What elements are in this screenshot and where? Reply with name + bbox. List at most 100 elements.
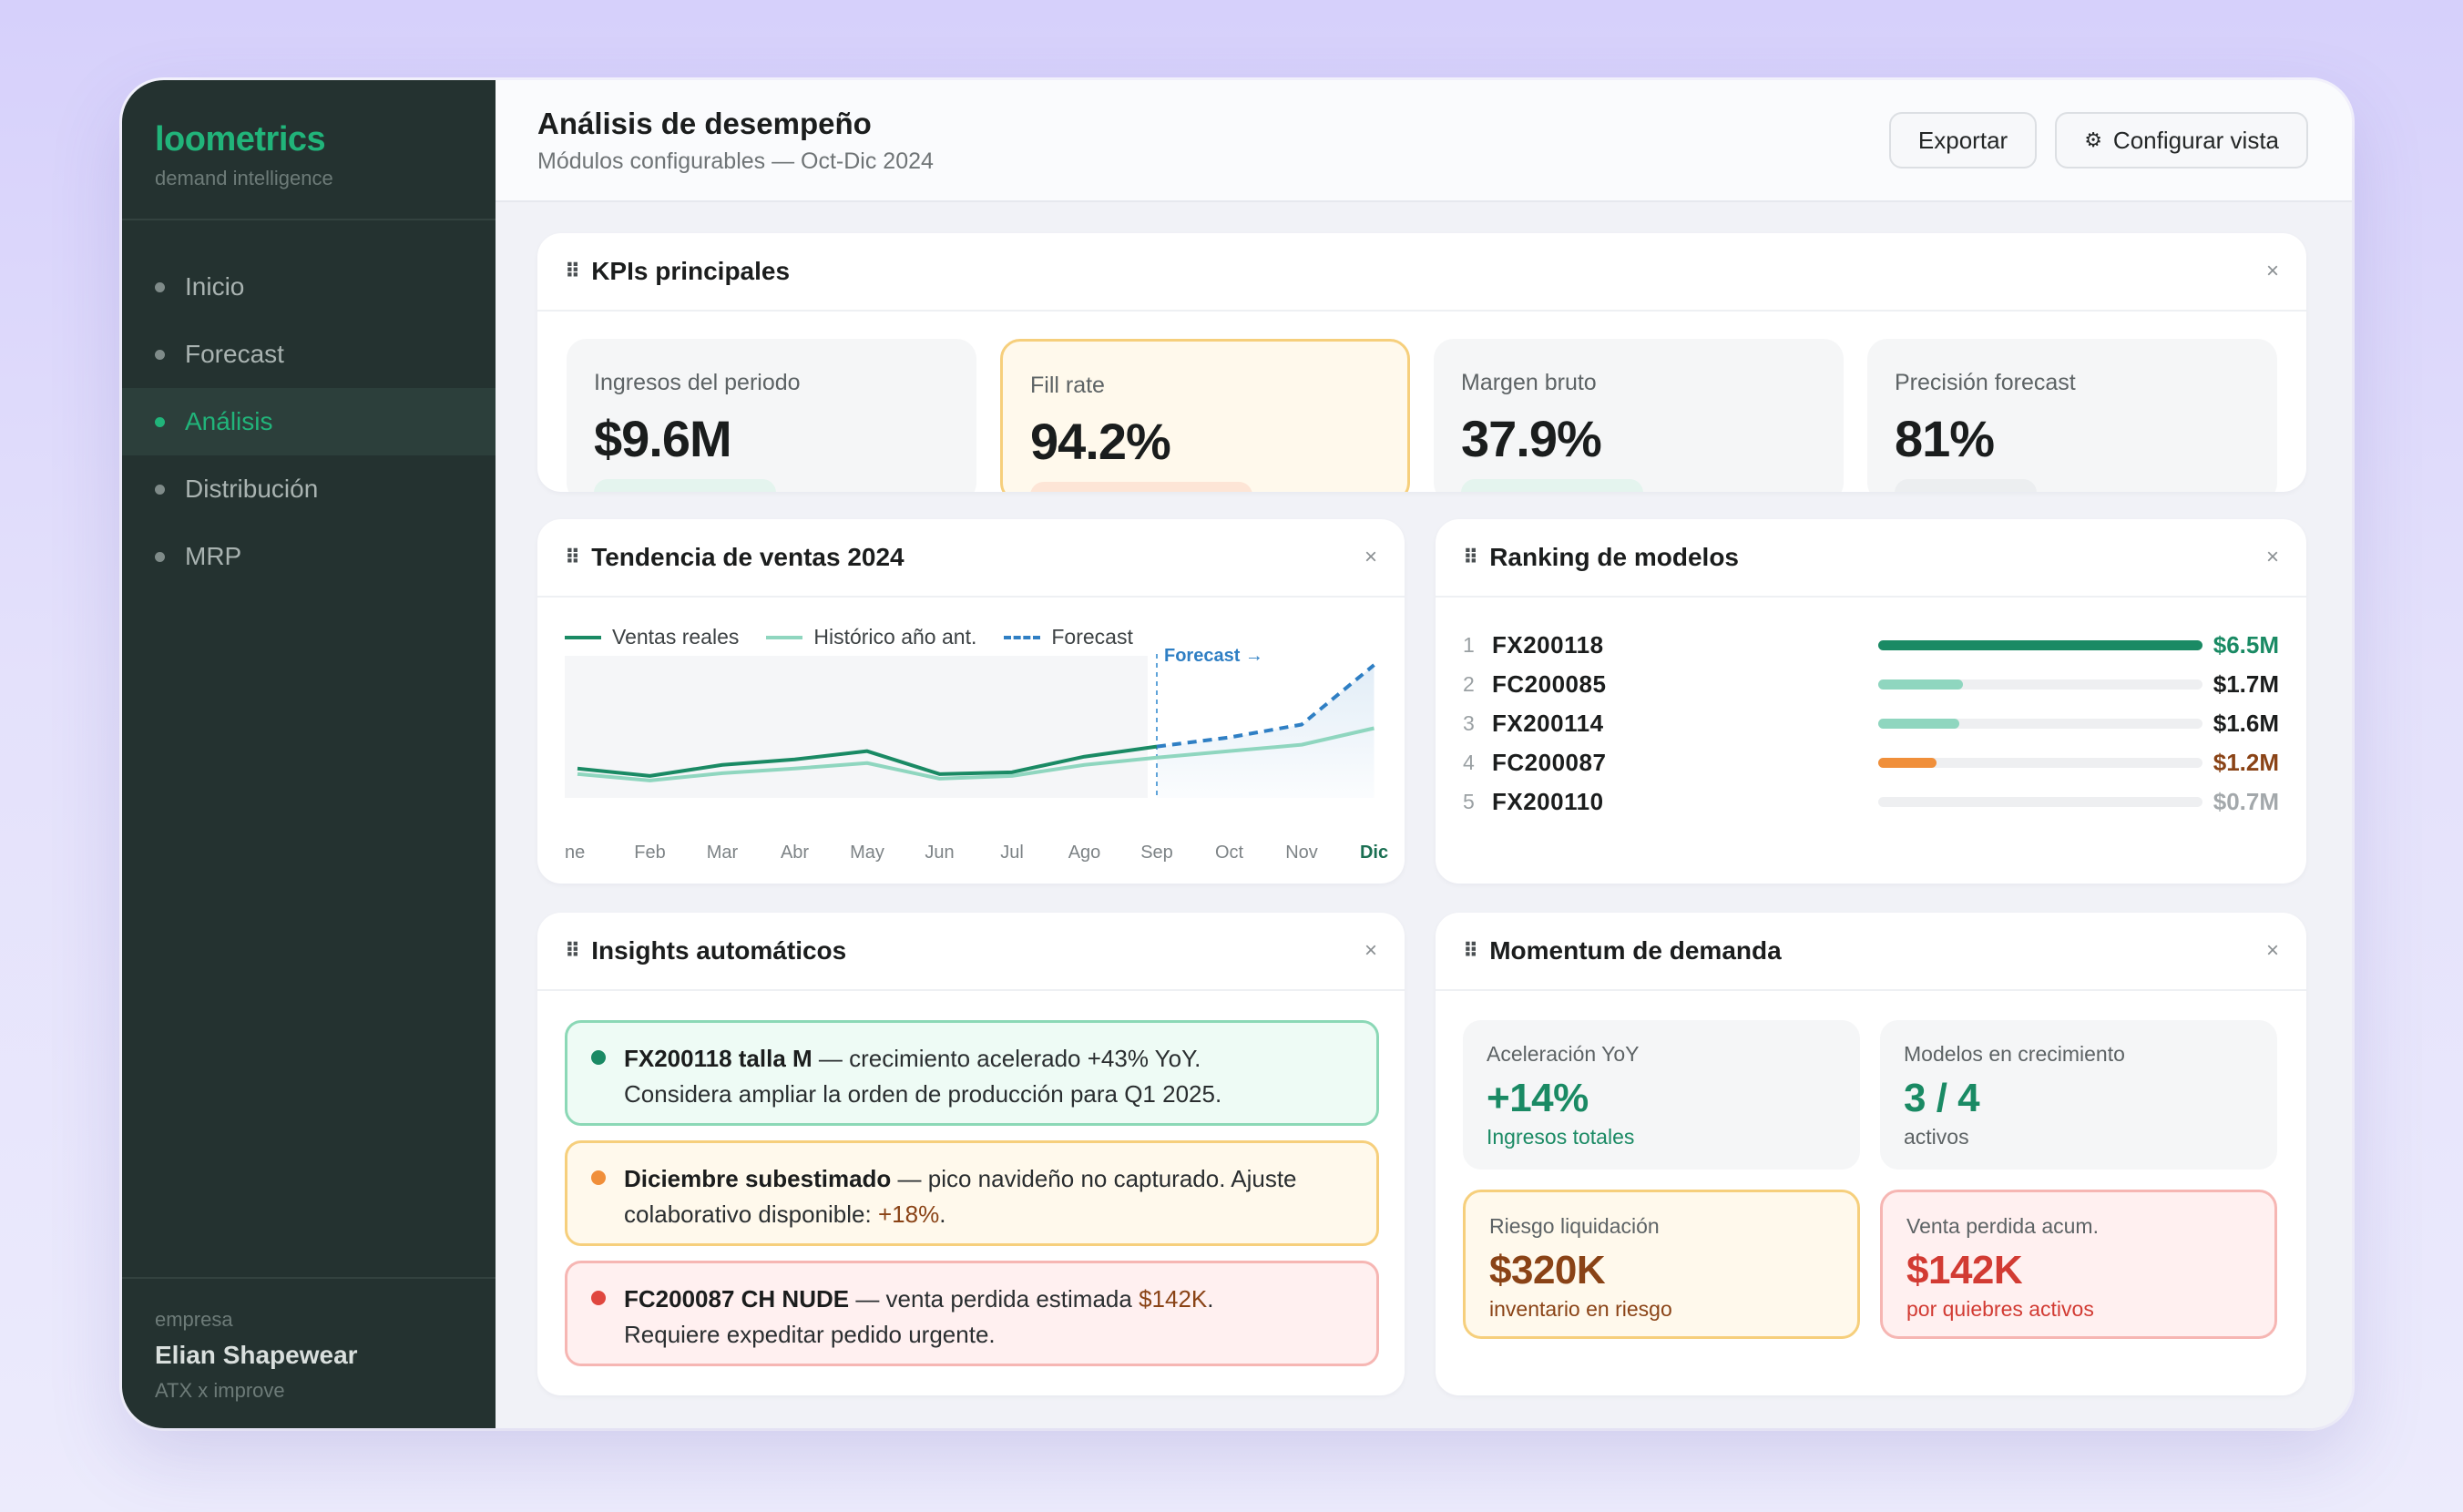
x-tick-label: ne bbox=[565, 843, 585, 863]
kpi-card-fill-rate[interactable]: Fill rate 94.2% bbox=[1000, 339, 1410, 492]
legend-item-real[interactable]: Ventas reales bbox=[565, 625, 739, 649]
ranking-row[interactable]: 4 FC200087 $1.2M bbox=[1463, 744, 2279, 781]
insight-december[interactable]: Diciembre subestimado — pico navideño no… bbox=[565, 1140, 1379, 1246]
x-tick-label: Oct bbox=[1215, 843, 1244, 863]
momentum-card-lost-sales[interactable]: Venta perdida acum. $142K por quiebres a… bbox=[1880, 1190, 2277, 1339]
momentum-sub: por quiebres activos bbox=[1906, 1297, 2094, 1321]
share-bar-fill bbox=[1878, 679, 1963, 690]
bullet-icon bbox=[155, 349, 165, 360]
kpi-card-revenue[interactable]: Ingresos del periodo $9.6M bbox=[567, 339, 976, 492]
kpi-value: 81% bbox=[1895, 410, 1995, 467]
kpi-card-gross-margin[interactable]: Margen bruto 37.9% bbox=[1434, 339, 1844, 492]
share-bar-fill bbox=[1878, 757, 1937, 768]
chart-legend: Ventas reales Histórico año ant. Forecas… bbox=[565, 625, 1133, 649]
brand-tagline: demand intelligence bbox=[155, 167, 333, 189]
rank-number: 3 bbox=[1463, 710, 1475, 735]
share-bar-fill bbox=[1878, 639, 2202, 650]
share-bar bbox=[1878, 679, 2202, 690]
insight-line: Diciembre subestimado — pico navideño no… bbox=[624, 1161, 1345, 1197]
close-icon[interactable]: × bbox=[2265, 938, 2279, 963]
insight-text: Requiere expeditar pedido urgente. bbox=[624, 1321, 996, 1348]
momentum-value: $320K bbox=[1489, 1248, 1606, 1292]
module-header: ⠿ Ranking de modelos × bbox=[1436, 519, 2306, 598]
ranking-row[interactable]: 3 FX200114 $1.6M bbox=[1463, 705, 2279, 741]
sidebar-item-label: Forecast bbox=[185, 340, 284, 368]
kpi-trend-badge bbox=[1030, 482, 1252, 492]
drag-handle-icon[interactable]: ⠿ bbox=[1463, 546, 1478, 568]
insight-growth[interactable]: FX200118 talla M — crecimiento acelerado… bbox=[565, 1020, 1379, 1126]
momentum-value: 3 / 4 bbox=[1904, 1076, 1980, 1120]
brand-logo[interactable]: loometrics bbox=[155, 120, 326, 158]
ranking-row[interactable]: 5 FX200110 $0.7M bbox=[1463, 783, 2279, 820]
module-header: ⠿ KPIs principales × bbox=[537, 233, 2306, 312]
x-tick-label: Abr bbox=[781, 843, 809, 863]
legend-label: Histórico año ant. bbox=[813, 625, 977, 649]
momentum-label: Aceleración YoY bbox=[1487, 1042, 1640, 1066]
insight-text: — pico navideño no capturado. Ajuste bbox=[891, 1165, 1297, 1192]
legend-item-forecast[interactable]: Forecast bbox=[1004, 625, 1133, 649]
x-tick-label: Sep bbox=[1140, 843, 1173, 863]
x-tick-label: May bbox=[850, 843, 884, 863]
momentum-card-liquidation-risk[interactable]: Riesgo liquidación $320K inventario en r… bbox=[1463, 1190, 1860, 1339]
legend-swatch bbox=[766, 635, 803, 639]
share-bar bbox=[1878, 639, 2202, 650]
kpi-label: Margen bruto bbox=[1461, 370, 1597, 395]
app-window: loometrics demand intelligence Inicio Fo… bbox=[122, 80, 2352, 1428]
sidebar-item-mrp[interactable]: MRP bbox=[122, 523, 496, 590]
ranking-row[interactable]: 1 FX200118 $6.5M bbox=[1463, 627, 2279, 663]
module-title: Ranking de modelos bbox=[1489, 543, 1740, 571]
bullet-icon bbox=[155, 484, 165, 495]
model-name: FX200110 bbox=[1492, 787, 1604, 815]
drag-handle-icon[interactable]: ⠿ bbox=[565, 546, 580, 568]
close-icon[interactable]: × bbox=[1364, 545, 1377, 569]
insight-highlight: $142K bbox=[1139, 1285, 1208, 1313]
configure-view-button[interactable]: ⚙ Configurar vista bbox=[2055, 112, 2308, 169]
drag-handle-icon[interactable]: ⠿ bbox=[1463, 939, 1478, 962]
kpi-label: Ingresos del periodo bbox=[594, 370, 801, 395]
model-name: FC200085 bbox=[1492, 669, 1607, 698]
legend-label: Forecast bbox=[1051, 625, 1133, 649]
model-revenue: $0.7M bbox=[2213, 787, 2279, 815]
share-bar bbox=[1878, 796, 2202, 807]
insight-line: FX200118 talla M — crecimiento acelerado… bbox=[624, 1041, 1345, 1077]
series-line-prev bbox=[577, 726, 1375, 782]
x-tick-label: Dic bbox=[1360, 843, 1388, 863]
page-title: Análisis de desempeño bbox=[537, 106, 872, 140]
sidebar-item-label: Distribución bbox=[185, 475, 319, 503]
sidebar-item-distribucion[interactable]: Distribución bbox=[122, 455, 496, 523]
rank-number: 5 bbox=[1463, 789, 1475, 813]
sidebar-item-forecast[interactable]: Forecast bbox=[122, 321, 496, 388]
kpi-card-forecast-accuracy[interactable]: Precisión forecast 81% bbox=[1867, 339, 2277, 492]
drag-handle-icon[interactable]: ⠿ bbox=[565, 260, 580, 282]
rank-number: 2 bbox=[1463, 671, 1475, 696]
x-tick-label: Nov bbox=[1285, 843, 1318, 863]
company-sub: ATX x improve bbox=[155, 1379, 285, 1402]
momentum-label: Riesgo liquidación bbox=[1489, 1214, 1660, 1238]
sidebar-item-analisis[interactable]: Análisis bbox=[122, 388, 496, 455]
sidebar-item-inicio[interactable]: Inicio bbox=[122, 253, 496, 321]
insight-line: colaborativo disponible: +18%. bbox=[624, 1197, 1345, 1232]
legend-swatch bbox=[565, 635, 601, 639]
x-tick-label: Ago bbox=[1068, 843, 1101, 863]
drag-handle-icon[interactable]: ⠿ bbox=[565, 939, 580, 962]
share-bar bbox=[1878, 718, 2202, 729]
ranking-row[interactable]: 2 FC200085 $1.7M bbox=[1463, 666, 2279, 702]
export-button[interactable]: Exportar bbox=[1888, 112, 2038, 169]
brand: loometrics demand intelligence bbox=[122, 80, 496, 220]
momentum-label: Modelos en crecimiento bbox=[1904, 1042, 2125, 1066]
close-icon[interactable]: × bbox=[2265, 545, 2279, 569]
model-name: FX200118 bbox=[1492, 630, 1604, 659]
insight-text: — venta perdida estimada bbox=[849, 1285, 1140, 1313]
momentum-card-growing-models[interactable]: Modelos en crecimiento 3 / 4 activos bbox=[1880, 1020, 2277, 1170]
company-label: empresa bbox=[155, 1308, 233, 1331]
module-title: Momentum de demanda bbox=[1489, 936, 1782, 965]
close-icon[interactable]: × bbox=[2265, 259, 2279, 283]
kpi-trend-badge bbox=[1461, 479, 1643, 492]
momentum-card-yoy[interactable]: Aceleración YoY +14% Ingresos totales bbox=[1463, 1020, 1860, 1170]
close-icon[interactable]: × bbox=[1364, 938, 1377, 963]
insight-lost-sales[interactable]: FC200087 CH NUDE — venta perdida estimad… bbox=[565, 1261, 1379, 1366]
sales-trend-chart: Forecast → ne Feb Mar Abr May Jun Jul Ago Sep Oct… bbox=[565, 646, 1388, 863]
legend-item-prev[interactable]: Histórico año ant. bbox=[766, 625, 976, 649]
momentum-sub: activos bbox=[1904, 1125, 1969, 1149]
rank-number: 1 bbox=[1463, 632, 1475, 657]
